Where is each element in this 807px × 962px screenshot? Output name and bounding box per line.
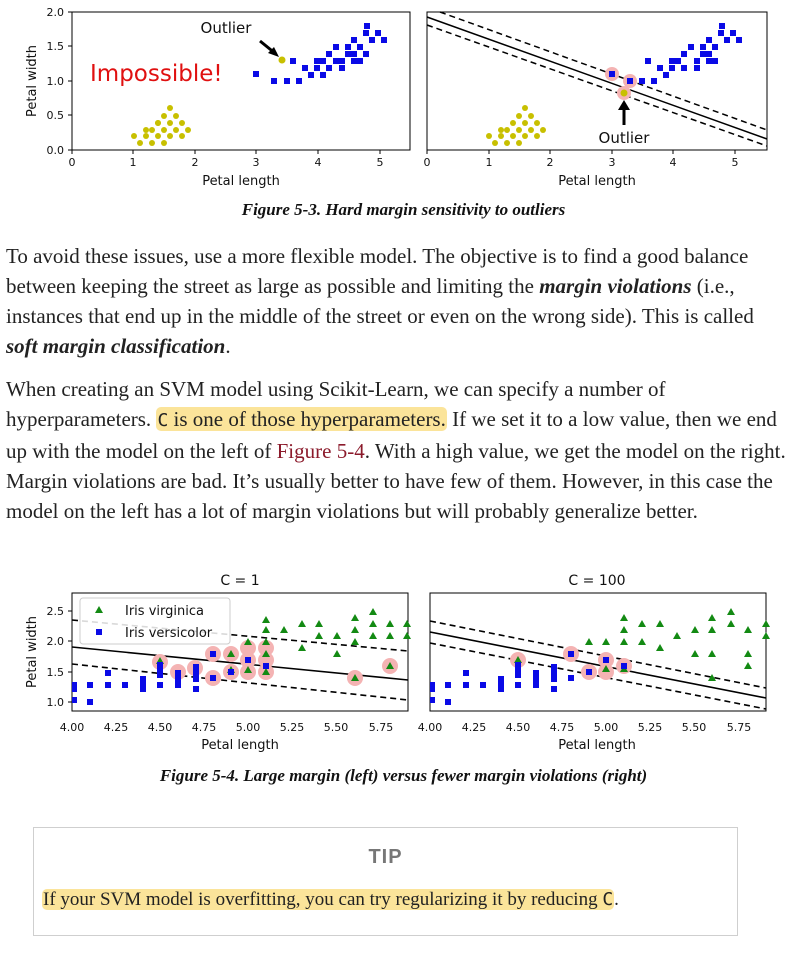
highlight-c-hyperparameter: C is one of those hyperparameters. xyxy=(156,407,447,431)
svg-text:4.00: 4.00 xyxy=(418,721,443,734)
fig3-y-ticks: 0.0 0.5 1.0 1.5 2.0 xyxy=(47,6,72,157)
fig3-left-outlier-point xyxy=(278,56,286,64)
fig3-left-outlier-label: Outlier xyxy=(201,19,253,37)
fig3-right-plot-frame xyxy=(426,11,768,151)
svg-text:5.25: 5.25 xyxy=(280,721,305,734)
svg-text:4: 4 xyxy=(315,156,322,169)
svg-text:4.25: 4.25 xyxy=(104,721,129,734)
fig3-left-versicolor-points xyxy=(253,23,387,84)
fig4-left-x-ticks: 4.00 4.25 4.50 4.75 5.00 5.25 5.50 5.75 xyxy=(60,721,394,734)
svg-text:2.0: 2.0 xyxy=(47,635,65,648)
fig4-y-ticks: 1.0 1.5 2.0 2.5 xyxy=(47,605,72,709)
fig3-right-support-vectors xyxy=(605,67,637,100)
fig3-ytick: 0.0 xyxy=(47,144,65,157)
svg-text:2: 2 xyxy=(192,156,199,169)
tip-highlight: If your SVM model is overfitting, you ca… xyxy=(42,889,615,910)
tip-text: If your SVM model is overfitting, you ca… xyxy=(42,889,619,910)
svg-text:3: 3 xyxy=(253,156,260,169)
svg-text:5.00: 5.00 xyxy=(236,721,261,734)
svg-text:5: 5 xyxy=(377,156,384,169)
svg-text:5.25: 5.25 xyxy=(638,721,663,734)
svg-text:4.50: 4.50 xyxy=(148,721,173,734)
figure-5-4-caption: Figure 5-4. Large margin (left) versus f… xyxy=(159,766,648,785)
svg-text:0: 0 xyxy=(69,156,76,169)
svg-text:4.75: 4.75 xyxy=(550,721,575,734)
term-margin-violations: margin violations xyxy=(539,274,692,298)
fig3-ytick: 0.5 xyxy=(47,109,65,122)
term-soft-margin-classification: soft margin classification xyxy=(6,334,226,358)
paragraph-soft-margin: To avoid these issues, use a more flexib… xyxy=(6,244,754,358)
svg-text:5.75: 5.75 xyxy=(727,721,752,734)
fig4-left-versicolor-points xyxy=(72,651,269,705)
svg-text:4.25: 4.25 xyxy=(462,721,487,734)
fig3-right-decision-boundary xyxy=(426,11,768,147)
svg-text:5.75: 5.75 xyxy=(369,721,394,734)
figure-5-3-caption: Figure 5-3. Hard margin sensitivity to o… xyxy=(241,200,566,219)
svg-text:1: 1 xyxy=(486,156,493,169)
fig4-right-versicolor-points xyxy=(430,651,627,705)
fig4-right-decision-boundary xyxy=(429,620,767,710)
fig4-ylabel: Petal width xyxy=(25,616,40,688)
fig3-right-outlier-label: Outlier xyxy=(599,129,651,147)
figure-5-4-link[interactable]: Figure 5-4 xyxy=(276,439,365,463)
fig3-right-x-ticks: 0 1 2 3 4 5 xyxy=(424,150,739,169)
svg-text:1.5: 1.5 xyxy=(47,666,65,679)
svg-text:3: 3 xyxy=(609,156,616,169)
fig4-right-title: C = 100 xyxy=(568,573,625,589)
fig3-ytick: 1.0 xyxy=(47,75,65,88)
tip-title: TIP xyxy=(368,846,403,868)
figure-5-4: C = 1 C = 100 Petal width 1.0 1.5 2.0 2.… xyxy=(25,573,770,753)
fig4-left-xlabel: Petal length xyxy=(201,738,279,753)
fig4-legend: Iris virginica Iris versicolor xyxy=(79,597,231,645)
legend-virginica-marker xyxy=(95,606,103,613)
fig4-left-title: C = 1 xyxy=(220,573,259,589)
fig3-right-versicolor-points xyxy=(608,23,742,84)
fig4-right-x-ticks: 4.00 4.25 4.50 4.75 5.00 5.25 5.50 5.75 xyxy=(418,721,752,734)
legend-versicolor-label: Iris versicolor xyxy=(125,626,213,641)
svg-text:5: 5 xyxy=(732,156,739,169)
fig4-left-virginica-points xyxy=(156,608,411,681)
fig3-left-setosa-points xyxy=(131,105,191,146)
fig3-ylabel: Petal width xyxy=(25,45,40,117)
svg-text:2.5: 2.5 xyxy=(47,605,65,618)
svg-text:2: 2 xyxy=(547,156,554,169)
svg-text:5.50: 5.50 xyxy=(324,721,349,734)
svg-text:1: 1 xyxy=(130,156,137,169)
fig4-right-virginica-points xyxy=(514,608,770,681)
fig3-right-xlabel: Petal length xyxy=(558,174,636,189)
svg-text:5.50: 5.50 xyxy=(682,721,707,734)
paragraph-hyperparameter-c: When creating an SVM model using Scikit-… xyxy=(6,377,786,523)
fig3-left-x-ticks: 0 1 2 3 4 5 xyxy=(69,150,384,169)
svg-text:4: 4 xyxy=(670,156,677,169)
svg-text:5.00: 5.00 xyxy=(594,721,619,734)
fig4-right-plot-frame xyxy=(429,592,767,712)
svg-text:4.75: 4.75 xyxy=(192,721,217,734)
svg-text:0: 0 xyxy=(424,156,431,169)
svg-text:1.0: 1.0 xyxy=(47,696,65,709)
svg-text:4.00: 4.00 xyxy=(60,721,85,734)
fig4-right-xlabel: Petal length xyxy=(558,738,636,753)
fig3-right-setosa-points xyxy=(486,105,546,146)
fig4-left-plot-frame xyxy=(71,592,409,712)
fig3-ytick: 2.0 xyxy=(47,6,65,19)
fig3-ytick: 1.5 xyxy=(47,40,65,53)
legend-virginica-label: Iris virginica xyxy=(125,604,204,619)
fig3-left-xlabel: Petal length xyxy=(202,174,280,189)
tip-box: TIP If your SVM model is overfitting, yo… xyxy=(33,827,738,936)
fig3-impossible-label: Impossible! xyxy=(90,61,223,87)
legend-versicolor-marker xyxy=(96,629,102,635)
figure-5-3: 0.0 0.5 1.0 1.5 2.0 Petal width 0 1 2 3 … xyxy=(25,6,768,189)
svg-text:4.50: 4.50 xyxy=(506,721,531,734)
